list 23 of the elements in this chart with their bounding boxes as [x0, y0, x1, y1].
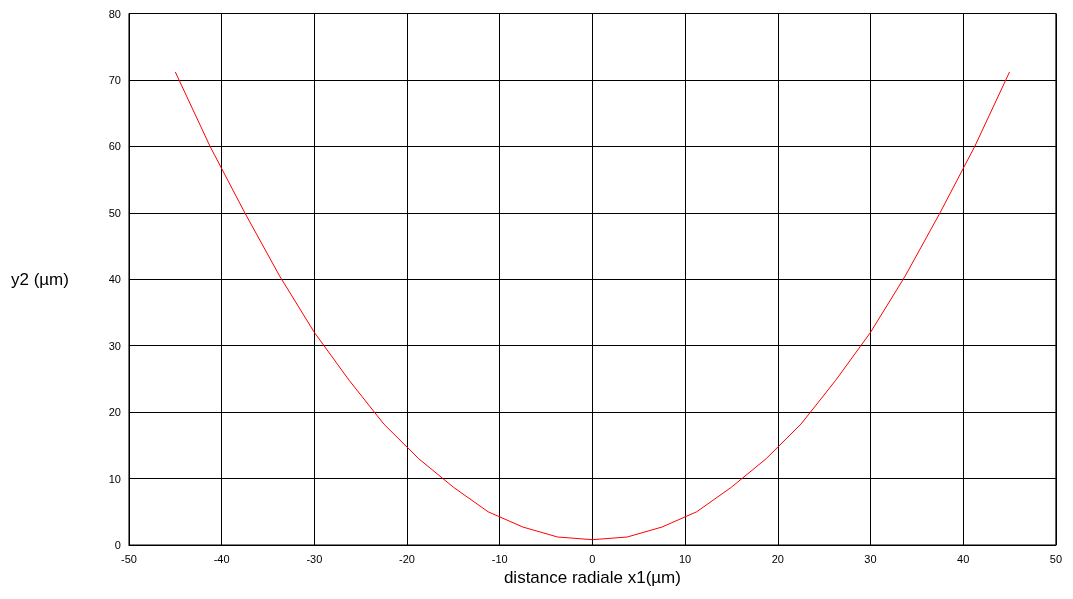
y-tick-label: 30 — [108, 339, 121, 352]
y-axis-title: y2 (µm) — [10, 269, 69, 289]
y-tick-label: 50 — [108, 206, 121, 219]
y-tick-label: 70 — [108, 73, 121, 86]
x-tick-label: 40 — [957, 552, 970, 565]
x-tick-label: -50 — [121, 552, 137, 565]
x-tick-label: -30 — [306, 552, 323, 565]
x-tick-label: 30 — [864, 552, 877, 565]
y-tick-label: 20 — [108, 406, 121, 419]
x-axis-title: distance radiale x1(µm) — [503, 568, 681, 587]
x-tick-label: 50 — [1049, 552, 1063, 565]
y-tick-label: 40 — [108, 273, 121, 286]
x-tick-label: -10 — [491, 552, 508, 565]
x-tick-label: 0 — [589, 552, 596, 565]
x-tick-label: -40 — [213, 552, 230, 565]
y-tick-label: 80 — [108, 7, 121, 20]
x-tick-label: -20 — [399, 552, 415, 565]
x-tick-label: 10 — [678, 552, 692, 565]
y-tick-label: 0 — [114, 539, 121, 551]
x-tick-label: 20 — [771, 552, 784, 565]
y-tick-label: 60 — [108, 140, 121, 153]
line-series — [174, 71, 1011, 541]
y-tick-label: 10 — [108, 472, 121, 485]
